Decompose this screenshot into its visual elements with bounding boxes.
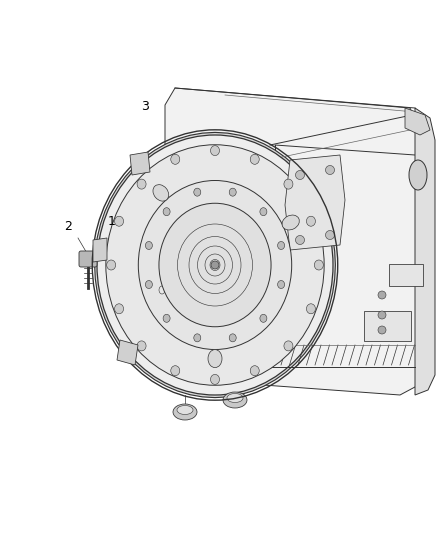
Ellipse shape: [278, 280, 285, 288]
Ellipse shape: [177, 224, 252, 306]
Ellipse shape: [115, 216, 124, 226]
Ellipse shape: [194, 334, 201, 342]
Ellipse shape: [97, 135, 333, 395]
Ellipse shape: [198, 246, 233, 284]
Ellipse shape: [409, 160, 427, 190]
Ellipse shape: [210, 260, 220, 271]
Polygon shape: [285, 155, 345, 250]
Polygon shape: [165, 88, 428, 395]
Ellipse shape: [307, 216, 315, 226]
Polygon shape: [162, 253, 184, 327]
Ellipse shape: [159, 203, 271, 327]
Ellipse shape: [229, 334, 236, 342]
Polygon shape: [405, 108, 430, 135]
Ellipse shape: [145, 280, 152, 288]
Ellipse shape: [211, 146, 219, 156]
Ellipse shape: [211, 374, 219, 384]
Ellipse shape: [194, 188, 201, 196]
Ellipse shape: [223, 392, 247, 408]
FancyBboxPatch shape: [79, 251, 97, 267]
Circle shape: [378, 326, 386, 334]
Ellipse shape: [260, 314, 267, 322]
Polygon shape: [117, 340, 138, 365]
Ellipse shape: [284, 179, 293, 189]
Ellipse shape: [153, 184, 169, 201]
Ellipse shape: [107, 260, 116, 270]
Circle shape: [378, 311, 386, 319]
Circle shape: [325, 166, 335, 174]
Ellipse shape: [145, 241, 152, 249]
Text: 3: 3: [141, 100, 148, 113]
Text: 2: 2: [64, 220, 72, 233]
FancyBboxPatch shape: [389, 264, 423, 286]
Ellipse shape: [250, 366, 259, 376]
Ellipse shape: [250, 155, 259, 164]
Text: 1: 1: [108, 215, 116, 228]
Polygon shape: [93, 238, 107, 262]
Ellipse shape: [137, 179, 146, 189]
Ellipse shape: [282, 215, 299, 230]
Circle shape: [296, 236, 304, 245]
Ellipse shape: [314, 260, 323, 270]
Ellipse shape: [227, 393, 243, 402]
Ellipse shape: [171, 366, 180, 376]
FancyBboxPatch shape: [364, 311, 411, 341]
Ellipse shape: [138, 181, 292, 350]
Circle shape: [325, 230, 335, 239]
Ellipse shape: [177, 406, 193, 415]
Ellipse shape: [260, 208, 267, 216]
Ellipse shape: [163, 314, 170, 322]
Polygon shape: [95, 132, 336, 398]
Polygon shape: [415, 108, 435, 395]
Ellipse shape: [137, 341, 146, 351]
Ellipse shape: [189, 237, 241, 294]
Ellipse shape: [229, 188, 236, 196]
Circle shape: [378, 291, 386, 299]
Circle shape: [296, 171, 304, 180]
Ellipse shape: [159, 286, 165, 294]
Ellipse shape: [173, 404, 197, 420]
Ellipse shape: [278, 241, 285, 249]
Ellipse shape: [171, 155, 180, 164]
Ellipse shape: [106, 145, 324, 385]
Ellipse shape: [205, 254, 225, 276]
Ellipse shape: [115, 304, 124, 314]
Polygon shape: [130, 152, 150, 175]
Ellipse shape: [284, 341, 293, 351]
Circle shape: [211, 261, 219, 269]
Ellipse shape: [307, 304, 315, 314]
Ellipse shape: [208, 350, 222, 368]
Ellipse shape: [163, 208, 170, 216]
